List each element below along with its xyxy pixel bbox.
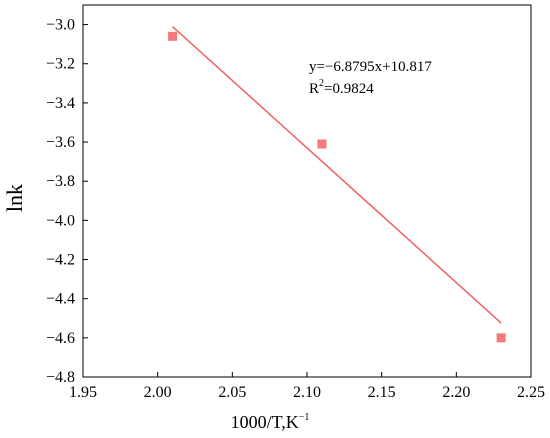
y-tick-label: −4.2 xyxy=(46,252,75,269)
y-tick-label: −4.0 xyxy=(46,212,75,229)
r-squared: R2=0.9824 xyxy=(309,78,374,97)
data-point xyxy=(168,31,178,41)
data-point xyxy=(317,139,327,149)
fit-line xyxy=(172,26,502,324)
y-tick-label: −3.8 xyxy=(46,173,75,190)
fit-equation: y=−6.8795x+10.817 xyxy=(309,59,432,75)
data-point xyxy=(496,333,506,343)
x-tick-label: 2.25 xyxy=(517,384,545,401)
y-tick-label: −3.4 xyxy=(46,95,75,112)
x-tick-label: 2.10 xyxy=(293,384,321,401)
data-points xyxy=(168,31,506,343)
y-tick-label: −4.8 xyxy=(46,369,75,386)
x-tick-label: 2.20 xyxy=(442,384,470,401)
x-tick-label: 2.00 xyxy=(144,384,172,401)
x-axis-label: 1000/T,K−1 xyxy=(231,412,310,432)
x-tick-label: 1.95 xyxy=(69,384,97,401)
axes xyxy=(82,4,532,378)
y-tick-label: −3.6 xyxy=(46,134,75,151)
x-tick-label: 2.15 xyxy=(368,384,396,401)
y-axis-label: lnk xyxy=(2,184,27,212)
y-tick-label: −3.0 xyxy=(46,17,75,34)
y-tick-label: −3.2 xyxy=(46,56,75,73)
tick-labels: 1.95 2.00 2.05 2.10 2.15 2.20 2.25 −3.0 −3.2 −3.4… xyxy=(46,17,545,401)
plot-frame xyxy=(82,4,532,378)
y-tick-label: −4.6 xyxy=(46,330,75,347)
y-tick-label: −4.4 xyxy=(46,291,75,308)
fit-line-group xyxy=(172,26,502,324)
x-tick-label: 2.05 xyxy=(218,384,246,401)
